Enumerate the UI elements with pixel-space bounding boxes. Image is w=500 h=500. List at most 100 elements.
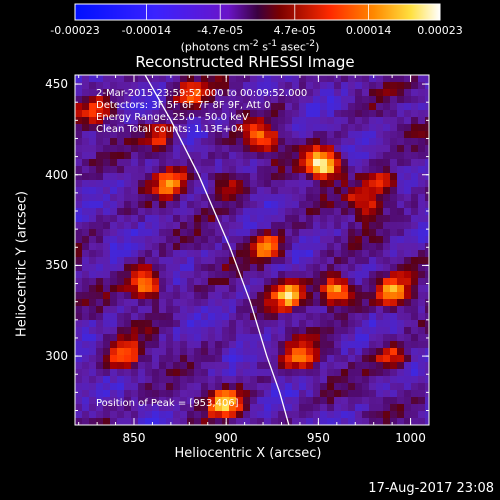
- heatmap-cell: [236, 313, 244, 321]
- heatmap-cell: [229, 320, 237, 328]
- heatmap-cell: [376, 180, 384, 188]
- heatmap-cell: [173, 250, 181, 258]
- heatmap-cell: [89, 145, 97, 153]
- heatmap-cell: [131, 362, 139, 370]
- heatmap-cell: [292, 215, 300, 223]
- heatmap-cell: [355, 152, 363, 160]
- heatmap-cell: [138, 341, 146, 349]
- heatmap-cell: [348, 124, 356, 132]
- heatmap-cell: [257, 138, 265, 146]
- heatmap-cell: [404, 327, 412, 335]
- heatmap-cell: [306, 320, 314, 328]
- heatmap-cell: [201, 124, 209, 132]
- heatmap-cell: [299, 103, 307, 111]
- heatmap-cell: [404, 229, 412, 237]
- heatmap-cell: [180, 138, 188, 146]
- heatmap-cell: [271, 397, 279, 405]
- heatmap-cell: [334, 208, 342, 216]
- heatmap-cell: [285, 243, 293, 251]
- heatmap-cell: [152, 173, 160, 181]
- heatmap-cell: [82, 96, 90, 104]
- heatmap-cell: [138, 201, 146, 209]
- heatmap-cell: [201, 208, 209, 216]
- heatmap-cell: [348, 320, 356, 328]
- heatmap-cell: [187, 222, 195, 230]
- heatmap-cell: [341, 82, 349, 90]
- heatmap-cell: [131, 124, 139, 132]
- heatmap-cell: [82, 271, 90, 279]
- heatmap-cell: [159, 173, 167, 181]
- heatmap-cell: [236, 180, 244, 188]
- heatmap-cell: [117, 376, 125, 384]
- heatmap-cell: [271, 250, 279, 258]
- heatmap-cell: [243, 131, 251, 139]
- heatmap-cell: [194, 250, 202, 258]
- heatmap-cell: [187, 117, 195, 125]
- heatmap-cell: [103, 313, 111, 321]
- heatmap-cell: [327, 355, 335, 363]
- heatmap-cell: [124, 124, 132, 132]
- heatmap-cell: [376, 390, 384, 398]
- heatmap-cell: [376, 166, 384, 174]
- heatmap-cell: [110, 313, 118, 321]
- heatmap-cell: [411, 215, 419, 223]
- heatmap-cell: [425, 96, 429, 104]
- heatmap-cell: [243, 138, 251, 146]
- heatmap-cell: [145, 264, 153, 272]
- heatmap-cell: [124, 418, 132, 425]
- heatmap-cell: [96, 313, 104, 321]
- heatmap-cell: [75, 159, 83, 167]
- heatmap-cell: [341, 341, 349, 349]
- heatmap-cell: [236, 306, 244, 314]
- heatmap-cell: [369, 131, 377, 139]
- heatmap-cell: [166, 299, 174, 307]
- heatmap-cell: [257, 278, 265, 286]
- heatmap-cell: [418, 194, 426, 202]
- heatmap-cell: [292, 320, 300, 328]
- heatmap-cell: [152, 390, 160, 398]
- heatmap-cell: [82, 383, 90, 391]
- heatmap-cell: [110, 299, 118, 307]
- heatmap-cell: [208, 152, 216, 160]
- heatmap-cell: [285, 418, 293, 425]
- heatmap-cell: [166, 236, 174, 244]
- heatmap-cell: [166, 285, 174, 293]
- colorbar-tick-label: 4.7e-05: [273, 24, 316, 37]
- heatmap-cell: [152, 131, 160, 139]
- heatmap-cell: [124, 362, 132, 370]
- heatmap-cell: [341, 215, 349, 223]
- heatmap-cell: [264, 362, 272, 370]
- heatmap-cell: [117, 194, 125, 202]
- heatmap-cell: [145, 257, 153, 265]
- heatmap-cell: [257, 292, 265, 300]
- heatmap-cell: [355, 131, 363, 139]
- heatmap-cell: [159, 145, 167, 153]
- heatmap-cell: [131, 159, 139, 167]
- heatmap-cell: [383, 243, 391, 251]
- heatmap-cell: [425, 299, 429, 307]
- heatmap-cell: [215, 96, 223, 104]
- heatmap-cell: [418, 243, 426, 251]
- heatmap-cell: [390, 82, 398, 90]
- heatmap-cell: [306, 215, 314, 223]
- heatmap-cell: [348, 271, 356, 279]
- heatmap-cell: [236, 166, 244, 174]
- heatmap-cell: [425, 215, 429, 223]
- heatmap-cell: [131, 117, 139, 125]
- heatmap-cell: [243, 250, 251, 258]
- heatmap-cell: [348, 341, 356, 349]
- heatmap-cell: [208, 243, 216, 251]
- heatmap-cell: [306, 159, 314, 167]
- heatmap-cell: [320, 313, 328, 321]
- heatmap-cell: [236, 278, 244, 286]
- heatmap-cell: [187, 292, 195, 300]
- heatmap-cell: [348, 208, 356, 216]
- heatmap-cell: [138, 369, 146, 377]
- heatmap-cell: [173, 334, 181, 342]
- heatmap-cell: [215, 131, 223, 139]
- heatmap-cell: [159, 243, 167, 251]
- heatmap-cell: [201, 320, 209, 328]
- heatmap-cell: [348, 292, 356, 300]
- heatmap-cell: [390, 418, 398, 425]
- heatmap-cell: [222, 390, 230, 398]
